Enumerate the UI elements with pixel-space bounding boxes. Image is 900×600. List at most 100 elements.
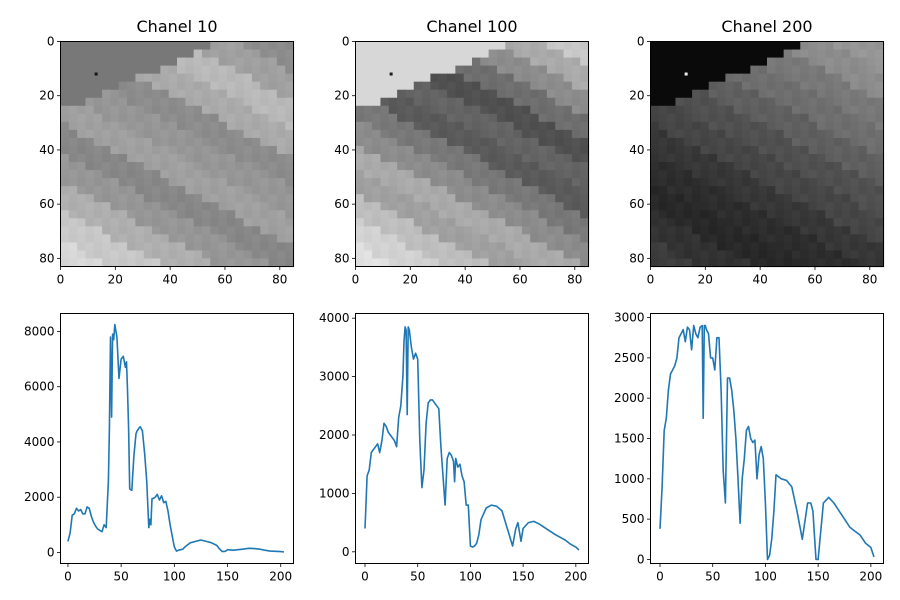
image-pixel: [521, 49, 531, 59]
image-pixel: [243, 73, 253, 83]
y-tick-label: 6000: [24, 380, 55, 394]
image-pixel: [580, 81, 590, 91]
y-tick-label: 60: [39, 197, 54, 211]
image-pixel: [77, 129, 87, 139]
image-pixel: [808, 129, 818, 139]
image-pixel: [480, 97, 490, 107]
image-pixel: [521, 170, 531, 179]
image-pixel: [152, 129, 161, 139]
image-pixel: [127, 170, 136, 179]
image-pixel: [841, 154, 851, 163]
image-pixel: [733, 121, 743, 131]
image-pixel: [251, 186, 261, 195]
image-pixel: [185, 226, 195, 235]
image-pixel: [251, 65, 261, 75]
image-pixel: [405, 145, 415, 155]
image-pixel: [833, 145, 843, 155]
image-pixel: [226, 65, 236, 75]
image-pixel: [480, 178, 490, 187]
image-pixel: [102, 121, 112, 131]
image-pixel: [60, 250, 70, 260]
image-pixel: [218, 65, 228, 75]
image-pixel: [650, 170, 660, 179]
image-pixel: [177, 210, 186, 219]
image-pixel: [808, 242, 818, 252]
image-pixel: [825, 154, 835, 163]
image-pixel: [60, 226, 70, 235]
image-pixel: [380, 81, 390, 91]
image-pixel: [218, 41, 228, 51]
image-pixel: [800, 218, 810, 227]
image-pixel: [455, 202, 465, 211]
image-pixel: [658, 97, 668, 107]
image-pixel: [422, 258, 431, 268]
image-pixel: [135, 137, 145, 147]
image-pixel: [463, 186, 473, 195]
image-pixel: [750, 250, 760, 260]
image-pixel: [841, 41, 851, 51]
image-pixel: [513, 162, 523, 171]
image-pixel: [521, 89, 531, 99]
image-pixel: [243, 41, 253, 51]
image-pixel: [276, 145, 286, 155]
image-pixel: [463, 121, 473, 131]
image-pixel: [118, 89, 128, 99]
image-pixel: [243, 186, 253, 195]
image-pixel: [118, 129, 128, 139]
image-pixel: [800, 226, 810, 235]
image-pixel: [725, 121, 735, 131]
image-pixel: [555, 57, 565, 67]
image-pixel: [363, 250, 373, 260]
image-pixel: [800, 194, 810, 203]
image-pixel: [77, 89, 87, 99]
image-pixel: [571, 258, 581, 268]
image-pixel: [521, 234, 531, 243]
image-pixel: [110, 49, 120, 59]
image-pixel: [850, 178, 860, 187]
image-pixel: [85, 250, 95, 260]
image-pixel: [725, 178, 735, 187]
image-pixel: [791, 73, 801, 83]
image-pixel: [397, 49, 407, 59]
image-pixel: [160, 97, 170, 107]
image-pixel: [667, 113, 677, 123]
image-pixel: [742, 226, 751, 235]
image-pixel: [513, 129, 523, 139]
image-pixel: [193, 210, 203, 219]
image-pixel: [825, 89, 835, 99]
image-pixel: [875, 202, 885, 211]
image-pixel: [650, 194, 660, 203]
image-pixel: [218, 105, 228, 115]
image-pixel: [480, 113, 490, 123]
image-pixel: [118, 65, 128, 75]
image-pixel: [783, 129, 793, 139]
image-pixel: [110, 121, 120, 131]
image-pixel: [875, 170, 885, 179]
spectrum-line: [67, 323, 284, 553]
image-pixel: [692, 258, 702, 268]
image-pixel: [733, 41, 743, 51]
image-pixel: [783, 242, 793, 252]
panel-title: Chanel 10: [137, 17, 218, 36]
image-pixel: [168, 186, 178, 195]
image-pixel: [563, 57, 573, 67]
image-pixel: [825, 226, 835, 235]
image-pixel: [118, 41, 128, 51]
image-pixel: [733, 226, 743, 235]
image-pixel: [480, 226, 490, 235]
image-pixel: [372, 202, 382, 211]
image-pixel: [110, 57, 120, 67]
image-pixel: [118, 218, 128, 227]
image-pixel: [397, 41, 407, 51]
image-pixel: [866, 105, 876, 115]
x-tick-label: 100: [163, 570, 186, 584]
image-pixel: [496, 250, 506, 260]
image-pixel: [276, 105, 286, 115]
image-pixel: [480, 81, 490, 91]
image-pixel: [201, 194, 211, 203]
image-pixel: [177, 97, 186, 107]
image-pixel: [742, 218, 751, 227]
image-pixel: [580, 73, 590, 83]
image-pixel: [708, 258, 718, 268]
